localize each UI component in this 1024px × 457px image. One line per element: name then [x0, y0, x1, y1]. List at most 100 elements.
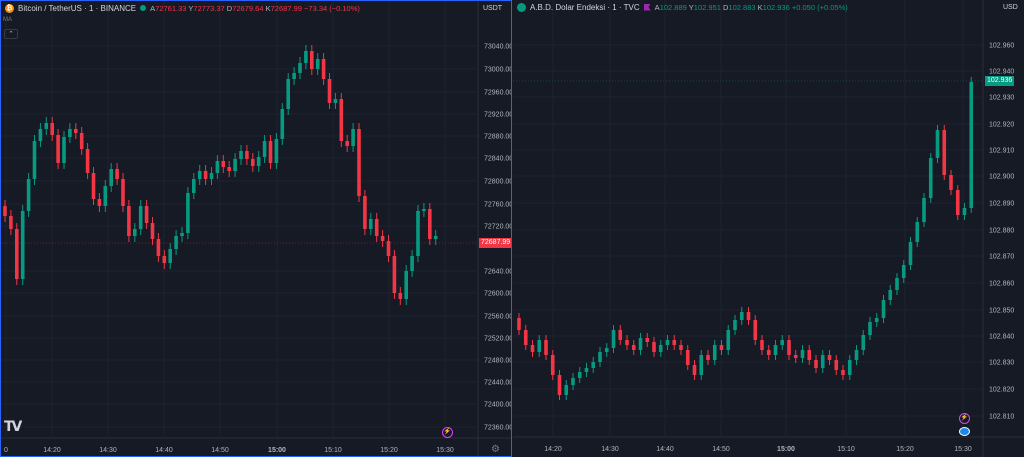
price-tick-label: 72520.00	[484, 336, 511, 343]
candle-body	[50, 123, 54, 135]
candle-body	[292, 73, 296, 79]
candle-body	[392, 256, 397, 293]
candle-body	[351, 129, 355, 146]
price-tick-label: 102.890	[989, 201, 1014, 208]
time-tick-label: 15:20	[380, 447, 398, 454]
dxy-candlestick-chart[interactable]: 102.960 102.940 102.930 102.920 102.910 102.9…	[513, 0, 1024, 457]
candle-body	[186, 193, 190, 233]
settings-gear-icon[interactable]: ⚙	[491, 444, 500, 455]
candle-body	[15, 229, 19, 279]
candle-body	[584, 368, 589, 372]
lightning-icon[interactable]: ⚡	[959, 413, 970, 424]
tradingview-logo[interactable]: TV	[4, 419, 22, 435]
candle-body	[150, 223, 155, 239]
us-flag-event-icon[interactable]	[959, 427, 970, 436]
price-tick-label: 102.910	[989, 148, 1014, 155]
price-tick-label: 102.960	[989, 43, 1014, 50]
candle-body	[544, 340, 548, 355]
candle-body	[895, 278, 899, 290]
candle-body	[357, 129, 361, 196]
btc-currency-unit[interactable]: USDT	[483, 5, 503, 12]
candle-body	[631, 345, 636, 350]
candle-body	[881, 300, 886, 318]
price-tick-label: 102.840	[989, 334, 1014, 341]
candle-body	[68, 129, 72, 137]
candle-body	[103, 186, 108, 206]
time-tick-label: 15:10	[324, 447, 342, 454]
time-tick-label: 14:20	[544, 446, 562, 453]
ma-indicator-label[interactable]: MA	[3, 17, 12, 23]
candle-body	[121, 179, 125, 206]
candle-body	[215, 161, 220, 173]
dxy-symbol-title[interactable]: A.B.D. Dolar Endeksi · 1 · TVC	[530, 2, 640, 12]
candle-body	[517, 318, 521, 330]
candle-body	[645, 338, 650, 342]
candle-body	[841, 370, 845, 375]
candle-body	[180, 233, 184, 236]
flag-icon[interactable]	[643, 3, 651, 11]
candle-body	[638, 338, 643, 350]
candle-body	[901, 265, 906, 278]
price-tick-label: 72360.00	[484, 425, 511, 432]
candle-body	[91, 173, 96, 199]
time-tick-label: 15:20	[896, 446, 914, 453]
btc-legend: ₿ Bitcoin / TetherUS · 1 · BINANCE A7276…	[5, 2, 360, 14]
candle-body	[9, 216, 13, 229]
candle-body	[333, 99, 338, 103]
candle-body	[962, 208, 967, 215]
btc-symbol-title[interactable]: Bitcoin / TetherUS · 1 · BINANCE	[18, 3, 137, 13]
candle-body	[251, 159, 255, 166]
candle-body	[793, 355, 798, 358]
price-tick-label: 102.880	[989, 228, 1014, 235]
dxy-currency-unit[interactable]: USD	[1003, 4, 1018, 11]
price-tick-label: 102.830	[989, 360, 1014, 367]
candle-body	[773, 345, 778, 355]
candle-body	[32, 141, 37, 179]
candle-body	[888, 290, 893, 300]
candle-body	[712, 345, 717, 360]
btc-chart-pane[interactable]: 73040.00 73000.00 72960.00 72920.00 72880.00…	[0, 0, 512, 457]
price-tick-label: 102.870	[989, 254, 1014, 261]
candle-body	[550, 355, 555, 375]
time-tick-label: 14:20	[43, 447, 61, 454]
candle-body	[3, 206, 7, 216]
candle-body	[652, 342, 656, 352]
btc-candlestick-chart[interactable]: 73040.00 73000.00 72960.00 72920.00 72880.00…	[1, 1, 511, 456]
candle-body	[245, 151, 249, 159]
price-tick-label: 102.850	[989, 308, 1014, 315]
candle-body	[685, 350, 690, 365]
price-tick-label: 72800.00	[484, 179, 511, 186]
candle-body	[935, 130, 940, 158]
lightning-icon[interactable]: ⚡	[442, 427, 453, 438]
candle-body	[227, 167, 231, 171]
candle-body	[109, 169, 113, 186]
candle-body	[571, 378, 575, 385]
candle-body	[298, 63, 302, 73]
price-tick-label: 72920.00	[484, 112, 511, 119]
candle-body	[162, 256, 167, 263]
candle-body	[868, 322, 872, 335]
collapse-legend-button[interactable]: ⌃	[4, 29, 18, 39]
candle-body	[168, 249, 172, 263]
candle-body	[85, 149, 90, 173]
candle-body	[577, 372, 582, 378]
candle-body	[156, 239, 161, 256]
dxy-chart-pane[interactable]: 102.960 102.940 102.930 102.920 102.910 102.9…	[513, 0, 1024, 457]
price-tick-label: 72840.00	[484, 156, 511, 163]
candle-body	[753, 320, 758, 340]
time-tick-label: 14:30	[99, 447, 117, 454]
candle-body	[256, 157, 261, 166]
candle-body	[739, 312, 744, 320]
candle-body	[374, 219, 379, 236]
candle-body	[304, 51, 308, 63]
candle-body	[692, 365, 697, 375]
candle-body	[760, 340, 764, 350]
candle-body	[233, 159, 237, 171]
time-tick-label: 14:40	[656, 446, 674, 453]
candle-body	[969, 82, 974, 208]
candle-body	[115, 169, 119, 179]
candle-body	[827, 355, 832, 360]
candle-body	[787, 340, 791, 355]
candle-body	[746, 312, 751, 320]
candle-body	[274, 139, 279, 163]
